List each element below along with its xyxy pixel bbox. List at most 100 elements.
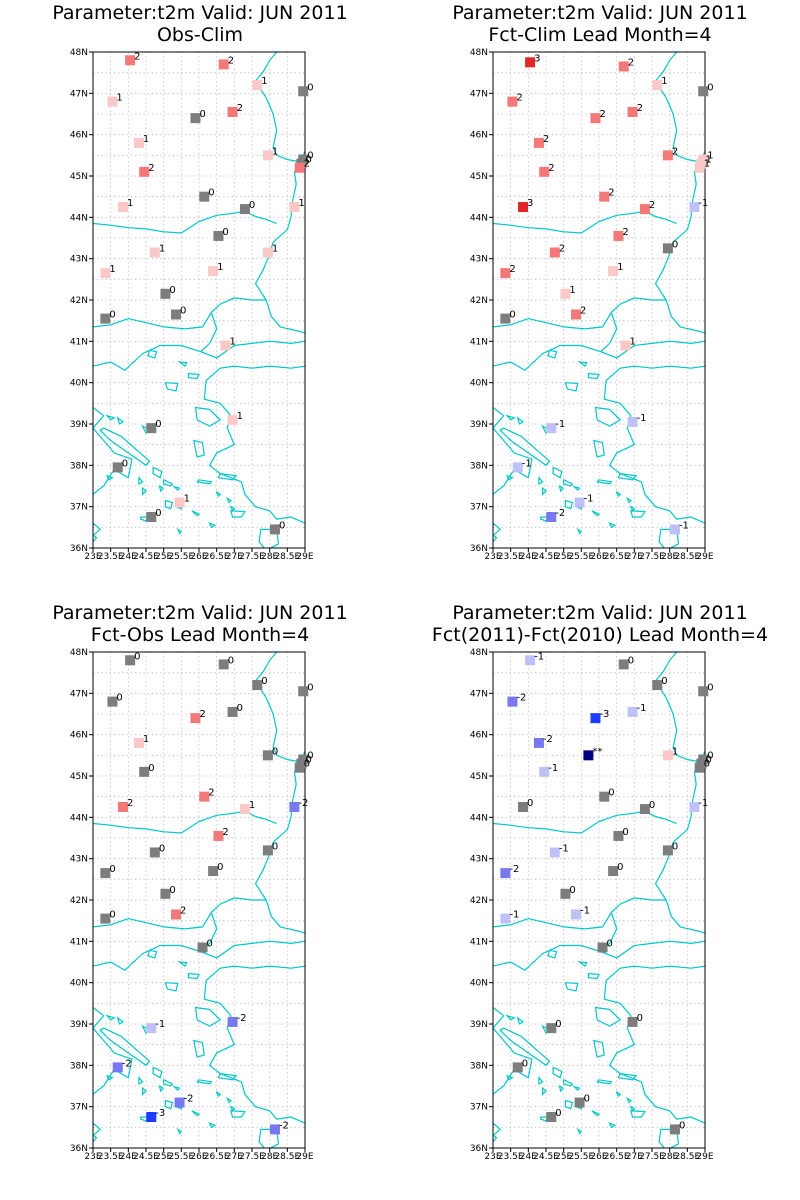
station-value-label: 2 [548,163,554,174]
island-outline [177,961,188,968]
station-marker [190,113,201,124]
lat-tick-label: 43N [70,855,88,865]
coastline [93,821,94,867]
lon-tick-label: 29E [696,552,713,562]
coastline [200,340,305,359]
station-marker [199,191,210,202]
station-value-label: 1 [159,243,165,254]
island-outline [111,565,210,580]
station-value-label: 0 [555,1108,561,1119]
island-outline [140,516,149,522]
island-outline [226,1096,232,1104]
lon-tick-label: 23.5E [498,1152,524,1162]
station-value-label: -2 [509,864,519,875]
island-outline [493,534,498,543]
island-outline [191,510,201,517]
island-outline [176,1127,183,1135]
island-outline [158,1084,164,1093]
lon-tick-label: 24E [120,552,137,562]
station-marker [100,913,111,924]
lon-tick-label: 23.5E [98,1152,124,1162]
station-value-label: 0 [522,1058,528,1069]
station-marker [613,830,624,841]
island-outline [229,505,236,512]
station-marker [549,247,560,258]
station-marker [262,150,273,161]
lon-tick-label: 27E [626,1152,643,1162]
lon-tick-label: 29E [296,1152,313,1162]
station-marker [613,230,624,241]
station-value-label: 0 [707,750,713,761]
station-marker [500,313,511,324]
station-value-label: -1 [534,651,544,662]
station-value-label: 2 [608,188,614,199]
station-value-label: -1 [679,520,689,531]
station-marker [190,713,201,724]
island-outline [558,1084,564,1093]
island-outline [196,479,213,485]
coastline [493,221,494,267]
lat-tick-label: 40N [470,379,488,389]
coastline [493,344,601,372]
island-outline [577,361,588,368]
station-value-label: 2 [543,134,549,145]
station-value-label: -2 [543,734,553,745]
station-marker [518,202,529,212]
lat-tick-label: 47N [470,89,488,99]
island-outline [587,372,600,380]
lat-tick-label: 44N [470,213,488,223]
coastline [254,652,299,763]
lon-tick-label: 23E [84,1152,101,1162]
station-value-label: 2 [649,200,655,211]
station-marker [100,868,111,879]
station-marker [218,59,229,70]
station-value-label: -1 [522,458,532,469]
lat-tick-label: 44N [70,213,88,223]
station-marker [574,1097,585,1108]
island-outline [592,439,605,458]
lon-tick-label: 26E [590,1152,607,1162]
axis-labels: 48N47N46N45N44N43N42N41N40N39N38N37N36N2… [70,48,314,562]
lon-tick-label: 28.5E [274,552,300,562]
lat-tick-label: 47N [70,689,88,699]
station-marker [289,802,300,812]
island-outline [511,565,610,580]
station-value-label: -2 [237,1013,247,1024]
station-value-label: 1 [237,411,243,422]
station-value-label: -1 [559,843,569,854]
station-value-label: 1 [261,76,267,87]
coastline [205,965,305,982]
station-marker [590,113,601,124]
station-value-label: -1 [155,1019,165,1030]
station-value-label: 0 [637,1013,643,1024]
station-marker [698,686,709,697]
lon-tick-label: 25.5E [568,552,594,562]
station-marker [294,162,305,173]
map-panel: Parameter:t2m Valid: JUN 2011 Fct-Clim L… [400,0,800,600]
lon-tick-label: 26.5E [204,1152,230,1162]
lon-tick-label: 25.5E [168,1152,194,1162]
panel-title-line2: Fct(2011)-Fct(2010) Lead Month=4 [431,624,769,646]
island-outline [629,1105,636,1112]
station-marker [669,524,680,535]
station-value-label: 2 [599,109,605,120]
station-value-label: 0 [661,676,667,687]
station-marker [662,750,673,761]
lon-tick-label: 24E [520,1152,537,1162]
station-value-label: 2 [127,798,133,809]
lon-tick-label: 28.5E [674,1152,700,1162]
island-outline [141,486,147,496]
station-marker [571,309,582,320]
coastline [605,965,705,982]
coastline [200,940,305,959]
station-marker [107,696,118,707]
lon-tick-label: 24.5E [133,1152,159,1162]
island-outline [511,1165,610,1180]
lat-tick-label: 41N [70,337,88,347]
station-value-label: 0 [672,239,678,250]
panel-title-line1: Parameter:t2m Valid: JUN 2011 [52,602,348,624]
station-value-label: 0 [217,862,223,873]
island-outline [192,439,205,458]
lon-tick-label: 24.5E [533,1152,559,1162]
coastline [93,1007,133,1095]
